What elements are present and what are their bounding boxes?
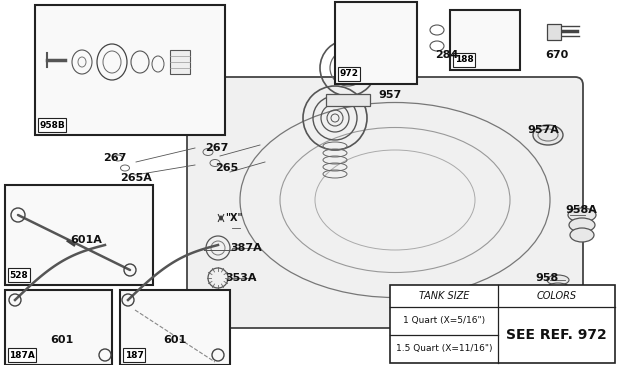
Text: 265: 265 (215, 163, 238, 173)
Text: 267: 267 (205, 143, 228, 153)
Bar (170, 50, 190, 74)
Bar (5, 185, 153, 285)
Bar (8, 268, 30, 282)
Text: 972: 972 (340, 69, 358, 78)
Ellipse shape (547, 283, 569, 293)
Text: COLORS: COLORS (536, 291, 577, 301)
Ellipse shape (569, 218, 595, 232)
Text: 387A: 387A (230, 243, 262, 253)
Ellipse shape (533, 125, 563, 145)
Text: 284: 284 (435, 50, 458, 60)
Text: 187: 187 (125, 350, 143, 360)
Ellipse shape (547, 291, 569, 301)
Text: 187A: 187A (9, 350, 35, 360)
Bar (38, 118, 66, 132)
Bar (453, 53, 475, 67)
Bar (450, 10, 520, 70)
Bar (35, 5, 225, 135)
Text: 601: 601 (163, 335, 186, 345)
Bar (123, 348, 145, 362)
Text: 957A: 957A (527, 125, 559, 135)
Text: 958: 958 (535, 273, 558, 283)
Text: TANK SIZE: TANK SIZE (419, 291, 469, 301)
Bar (338, 67, 360, 81)
Text: eReplacementParts.com: eReplacementParts.com (225, 193, 395, 207)
FancyBboxPatch shape (187, 77, 583, 328)
Bar (390, 285, 615, 363)
Text: 528: 528 (10, 270, 29, 280)
Text: 353A: 353A (225, 273, 257, 283)
Text: "X": "X" (225, 213, 242, 223)
Bar (8, 348, 36, 362)
Bar (335, 2, 417, 84)
Bar (326, 94, 370, 106)
Bar (120, 290, 230, 365)
Text: 601: 601 (50, 335, 73, 345)
Text: 265A: 265A (120, 173, 152, 183)
Ellipse shape (568, 208, 596, 222)
Text: 1 Quart (X=5/16"): 1 Quart (X=5/16") (403, 316, 485, 326)
Text: 1.5 Quart (X=11/16"): 1.5 Quart (X=11/16") (396, 345, 492, 353)
Ellipse shape (570, 228, 594, 242)
Text: 957: 957 (378, 90, 401, 100)
Bar (5, 290, 112, 365)
Text: 601A: 601A (70, 235, 102, 245)
Bar (547, 24, 561, 40)
Text: SEE REF. 972: SEE REF. 972 (506, 328, 607, 342)
Text: 670: 670 (545, 50, 569, 60)
Text: 958B: 958B (39, 120, 65, 130)
Text: 958A: 958A (565, 205, 597, 215)
Ellipse shape (547, 275, 569, 285)
Text: 267: 267 (103, 153, 126, 163)
Text: 188: 188 (454, 55, 474, 65)
